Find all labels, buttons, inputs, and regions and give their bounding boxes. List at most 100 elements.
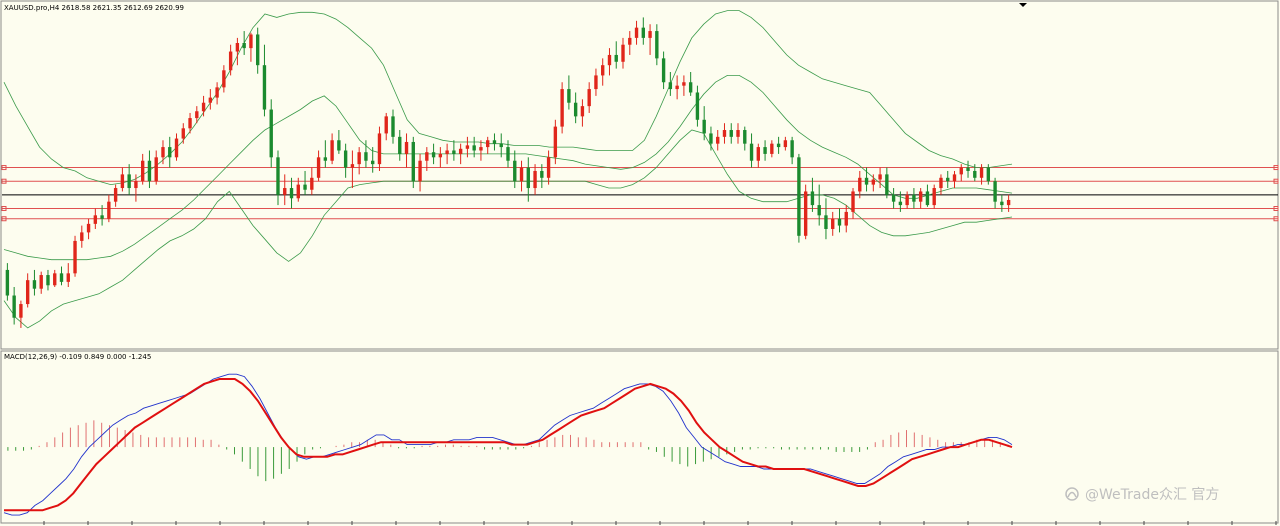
candle-body bbox=[384, 116, 388, 134]
candle bbox=[959, 164, 963, 182]
candle-body bbox=[898, 201, 903, 206]
candle bbox=[357, 147, 361, 175]
candle bbox=[661, 51, 666, 90]
candle-body bbox=[377, 133, 382, 165]
macd-line bbox=[3, 373, 1013, 516]
candle bbox=[350, 150, 355, 189]
candle-body bbox=[952, 174, 957, 182]
candle-body bbox=[519, 167, 524, 182]
candle-body bbox=[573, 102, 578, 117]
candle bbox=[330, 133, 334, 165]
candle bbox=[499, 133, 503, 158]
candle-body bbox=[208, 97, 213, 103]
candle-body bbox=[939, 177, 943, 189]
candle bbox=[222, 65, 226, 93]
candle bbox=[140, 153, 145, 185]
watermark: @WeTrade众汇 官方 bbox=[1065, 487, 1219, 503]
candle bbox=[431, 143, 436, 165]
candle-body bbox=[1006, 199, 1011, 206]
candle-body bbox=[323, 157, 328, 161]
candle bbox=[898, 191, 903, 212]
candle bbox=[195, 106, 199, 124]
candle bbox=[702, 106, 706, 141]
candle-body bbox=[648, 31, 652, 38]
candle-body bbox=[66, 273, 70, 282]
candle-body bbox=[749, 143, 754, 161]
candle-body bbox=[465, 145, 470, 149]
candle-body bbox=[716, 136, 720, 144]
candle bbox=[790, 136, 794, 165]
candle-body bbox=[5, 269, 10, 296]
candle bbox=[100, 205, 104, 226]
candle bbox=[641, 17, 645, 45]
candle bbox=[925, 184, 930, 207]
candle-body bbox=[831, 218, 835, 229]
candle-body bbox=[634, 27, 639, 38]
level-handle-left-1 bbox=[1, 178, 7, 184]
scroll-marker-icon[interactable] bbox=[1019, 3, 1027, 7]
candle bbox=[858, 170, 862, 199]
candle-body bbox=[140, 160, 145, 182]
candle-body bbox=[398, 136, 402, 154]
candle-body bbox=[506, 147, 510, 161]
candle-body bbox=[979, 167, 984, 178]
candle bbox=[303, 170, 307, 195]
candle bbox=[952, 170, 957, 189]
candle bbox=[716, 130, 720, 151]
candle-body bbox=[925, 191, 930, 206]
candle-body bbox=[154, 157, 158, 182]
candle-body bbox=[113, 188, 118, 202]
candle bbox=[12, 286, 16, 325]
candle bbox=[614, 41, 618, 69]
candle-body bbox=[533, 170, 537, 189]
candle bbox=[80, 225, 84, 248]
candle-body bbox=[188, 118, 192, 129]
candle bbox=[343, 143, 348, 178]
candle bbox=[932, 184, 936, 209]
candle-body bbox=[878, 174, 882, 180]
candle bbox=[540, 164, 544, 189]
candle-body bbox=[147, 160, 152, 182]
candle bbox=[749, 133, 754, 168]
candle-body bbox=[858, 177, 862, 192]
candle bbox=[803, 184, 808, 240]
candle-body bbox=[621, 44, 625, 62]
candle-body bbox=[824, 215, 828, 229]
candle-body bbox=[161, 147, 165, 158]
candle bbox=[973, 164, 977, 182]
candle bbox=[472, 136, 476, 158]
candle bbox=[147, 150, 152, 189]
candle-body bbox=[736, 130, 740, 137]
candle-body bbox=[986, 167, 991, 182]
candle bbox=[486, 136, 490, 154]
candle-body bbox=[431, 152, 436, 158]
macd-lines-group bbox=[3, 373, 1013, 516]
candle bbox=[851, 188, 855, 219]
candle bbox=[127, 164, 131, 195]
candle bbox=[296, 177, 300, 202]
candle-body bbox=[594, 75, 598, 90]
candle-body bbox=[763, 147, 767, 154]
candle-body bbox=[59, 273, 64, 282]
candle-body bbox=[289, 188, 294, 199]
candle bbox=[891, 188, 896, 209]
candle bbox=[168, 136, 172, 168]
candle bbox=[817, 184, 821, 226]
candle bbox=[201, 95, 206, 117]
candle bbox=[425, 147, 429, 171]
candle bbox=[249, 32, 253, 62]
candle-body bbox=[39, 275, 43, 289]
candle-body bbox=[438, 153, 443, 158]
candle bbox=[709, 126, 713, 151]
candle bbox=[526, 157, 530, 202]
candle bbox=[783, 136, 788, 151]
candle-body bbox=[479, 147, 483, 151]
candle bbox=[736, 123, 740, 144]
candle bbox=[458, 143, 463, 165]
candle bbox=[235, 37, 240, 66]
candle bbox=[837, 208, 842, 233]
candle bbox=[256, 27, 260, 74]
candle bbox=[946, 170, 950, 189]
